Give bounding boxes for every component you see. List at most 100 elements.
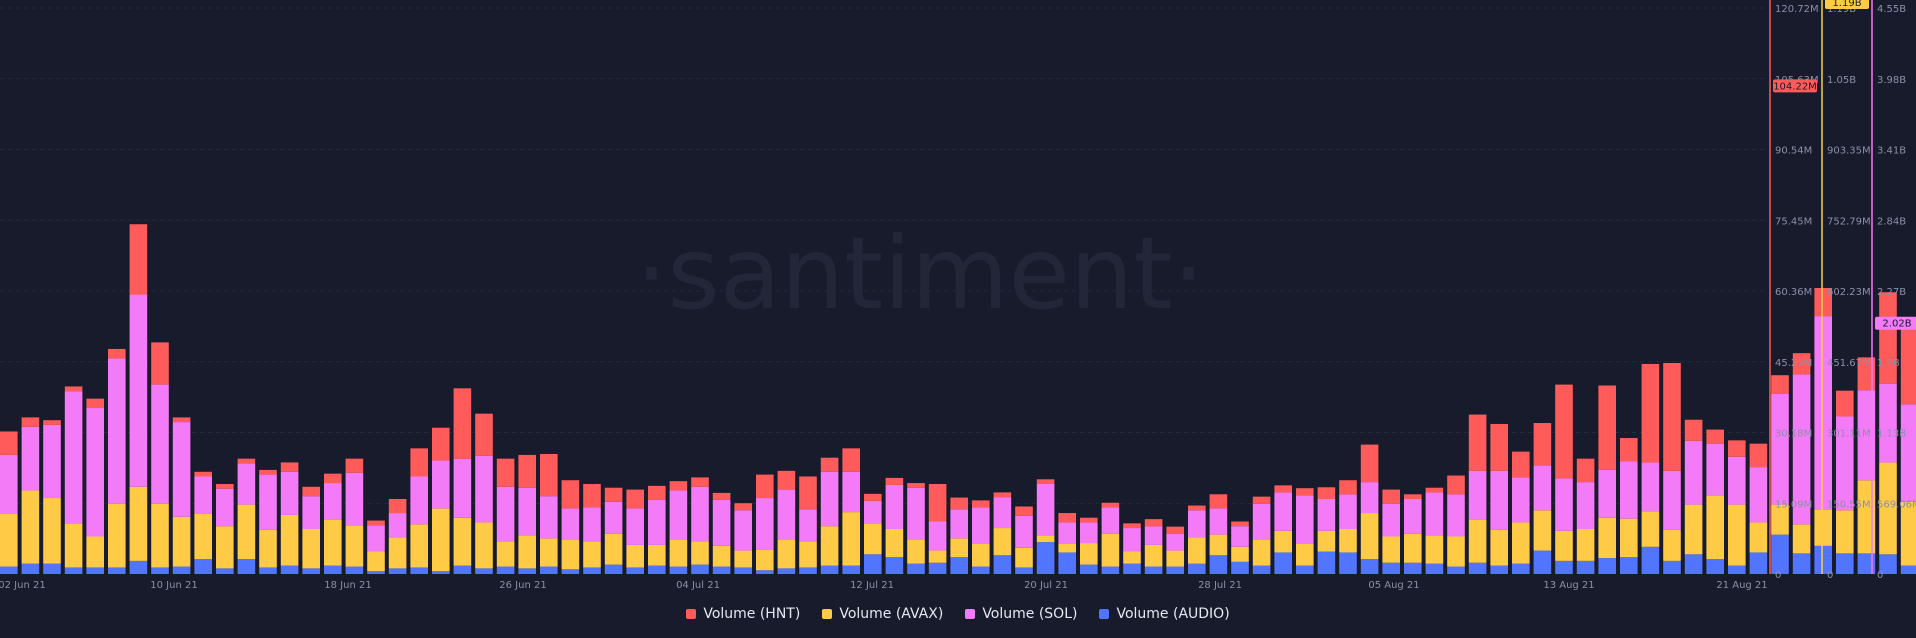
- bar-segment: [561, 508, 580, 540]
- x-tick-label: 12 Jul 21: [850, 580, 894, 591]
- bar-segment: [1490, 470, 1508, 530]
- legend-item-hnt[interactable]: Volume (HNT): [686, 606, 800, 622]
- bar-segment: [1425, 563, 1444, 574]
- bar-segment: [1080, 517, 1098, 523]
- bar-segment: [712, 499, 731, 546]
- bar-segment: [1468, 562, 1487, 574]
- bar-segment: [1166, 550, 1184, 567]
- bar-segment: [1555, 384, 1573, 479]
- bar-segment: [64, 523, 83, 568]
- bar-segment: [907, 487, 925, 540]
- bar-segment: [21, 417, 40, 427]
- bar-segment: [864, 554, 882, 574]
- bar-segment: [1706, 558, 1724, 574]
- bar-segment: [518, 535, 536, 569]
- stacked-volume-chart: ·santiment· 02 Jun 21 10 Jun 21 18 Jun 21 2…: [0, 0, 1916, 591]
- bar-segment: [691, 486, 709, 542]
- bar-segment: [1339, 552, 1357, 574]
- bar-segment: [648, 565, 666, 574]
- bar-segment: [1900, 501, 1916, 566]
- bar-segment: [993, 492, 1012, 498]
- bar-segment: [1317, 530, 1336, 552]
- bar-segment: [172, 417, 191, 423]
- badge-bg: [1773, 79, 1817, 93]
- bar-segment: [1015, 567, 1033, 574]
- bar-segment: [583, 483, 601, 508]
- bar-segment: [1576, 458, 1595, 483]
- bar-segment: [1706, 495, 1724, 559]
- bar-segment: [324, 473, 342, 484]
- bar-segment: [1080, 522, 1098, 544]
- bar-segment: [1728, 565, 1746, 574]
- bar-segment: [1188, 537, 1206, 564]
- x-tick-label: 05 Aug 21: [1368, 580, 1419, 591]
- bar-segment: [583, 541, 601, 568]
- bar-segment: [1447, 475, 1465, 495]
- bar-segment: [302, 486, 320, 497]
- bar-segment: [1339, 480, 1357, 495]
- bar-segment: [259, 474, 277, 530]
- bar-segment: [280, 462, 299, 472]
- bar-segment: [1620, 438, 1638, 462]
- bar-segment: [1749, 467, 1768, 523]
- bar-segment: [1792, 374, 1811, 525]
- axis-tick-label: 569.06M: [1877, 499, 1916, 510]
- bar-segment: [151, 567, 169, 574]
- axis-tick-label: 752.79M: [1827, 216, 1871, 227]
- axis-tick-label: 0: [1877, 570, 1883, 581]
- bar-segment: [928, 521, 947, 551]
- bar-segment: [691, 541, 709, 565]
- bar-segment: [1058, 513, 1076, 523]
- bar-segment: [1015, 506, 1033, 516]
- bar-segment: [496, 486, 515, 542]
- y-axes: 015.09M30.18M45.27M60.36M75.45M90.54M105…: [1769, 0, 1916, 581]
- badge-bg: [1825, 0, 1869, 9]
- bar-segment: [1684, 419, 1703, 441]
- bar-segment: [1857, 480, 1876, 554]
- bar-segment: [777, 568, 796, 574]
- bar-segment: [864, 523, 882, 555]
- bar-segment: [1468, 470, 1487, 520]
- x-tick-label: 13 Aug 21: [1543, 580, 1594, 591]
- bar-segment: [388, 568, 407, 574]
- bar-segment: [756, 474, 774, 499]
- bar-segment: [1252, 503, 1271, 540]
- bar-segment: [388, 498, 407, 514]
- bar-segment: [1857, 390, 1876, 481]
- legend-item-sol[interactable]: Volume (SOL): [965, 606, 1077, 622]
- bar-segment: [1404, 562, 1422, 574]
- bar-segment: [1101, 533, 1120, 567]
- badge-text: 104.22M: [1773, 81, 1817, 92]
- bar-segment: [259, 529, 277, 568]
- bar-segment: [972, 507, 990, 544]
- bar-segment: [151, 503, 169, 568]
- bar-segment: [1317, 487, 1336, 499]
- bar-segment: [928, 550, 947, 563]
- legend-item-audio[interactable]: Volume (AUDIO): [1099, 606, 1230, 622]
- bar-segment: [669, 490, 688, 540]
- bar-segment: [1836, 510, 1854, 554]
- bar-segment: [1490, 423, 1508, 471]
- bar-segment: [1620, 557, 1638, 574]
- bar-segment: [129, 560, 148, 574]
- bar-segment: [302, 568, 320, 574]
- bar-segment: [1036, 483, 1055, 536]
- legend: Volume (HNT) Volume (AVAX) Volume (SOL) …: [0, 606, 1916, 622]
- bar-segment: [432, 460, 450, 509]
- bar-segment: [1900, 404, 1916, 502]
- bar-segment: [216, 568, 234, 574]
- bar-segment: [1382, 562, 1400, 574]
- legend-item-avax[interactable]: Volume (AVAX): [822, 606, 943, 622]
- axis-tick-label: 60.36M: [1775, 287, 1812, 298]
- bar-segment: [540, 496, 558, 539]
- bar-segment: [0, 431, 18, 455]
- badge-text: 1.19B: [1832, 0, 1861, 9]
- bar-segment: [1512, 563, 1530, 574]
- x-tick-label: 21 Aug 21: [1716, 580, 1767, 591]
- bar-segment: [259, 469, 277, 475]
- bar-segment: [345, 566, 364, 574]
- bar-segment: [1900, 565, 1916, 574]
- bar-segment: [1814, 545, 1832, 574]
- bar-segment: [237, 558, 256, 574]
- bar-segment: [1620, 461, 1638, 519]
